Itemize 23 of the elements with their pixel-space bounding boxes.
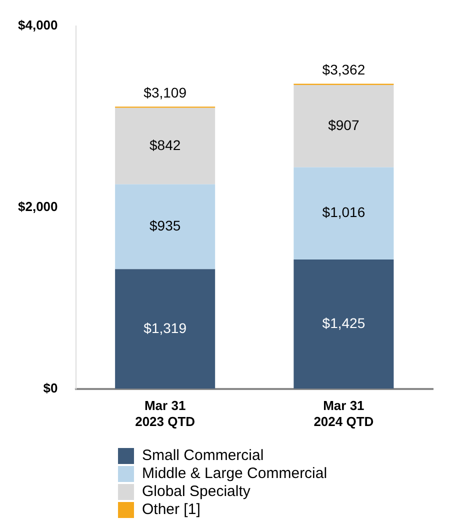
data-label: $1,319 — [144, 320, 187, 336]
bar — [294, 259, 394, 389]
data-label: $1,016 — [322, 204, 366, 220]
data-label: $935 — [149, 218, 181, 234]
data-label: $907 — [328, 116, 360, 133]
x-tick-label: Mar 31 2024 QTD — [314, 398, 374, 429]
legend-label: Small Commercial — [142, 447, 264, 465]
data-label: $1,425 — [322, 315, 366, 331]
total-label: $3,109 — [144, 84, 187, 101]
bar — [294, 84, 394, 168]
y-tick-label: $0 — [43, 380, 58, 396]
bar — [294, 167, 394, 260]
legend-label: Other [1] — [142, 501, 200, 519]
legend-label: Global Specialty — [142, 483, 250, 501]
x-tick-label: Mar 31 2023 QTD — [135, 398, 196, 429]
bar — [115, 184, 216, 270]
y-tick-label: $2,000 — [18, 198, 58, 214]
data-label: $842 — [149, 136, 181, 153]
bar — [115, 269, 216, 389]
bar — [115, 108, 216, 184]
y-tick-label: $4,000 — [18, 17, 58, 32]
total-label: $3,362 — [322, 62, 366, 78]
legend-label: Middle & Large Commercial — [142, 465, 328, 483]
